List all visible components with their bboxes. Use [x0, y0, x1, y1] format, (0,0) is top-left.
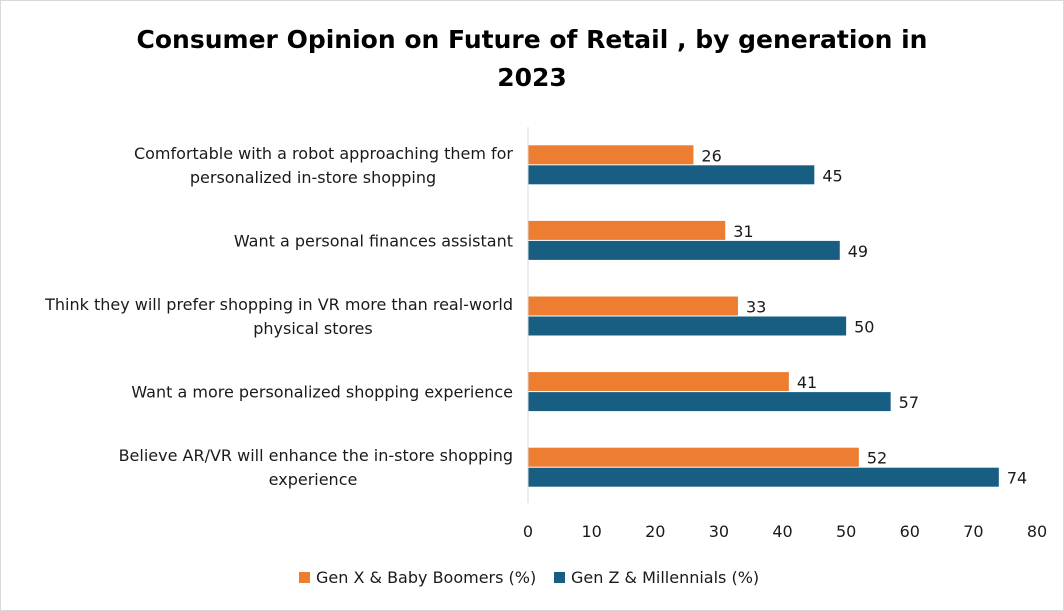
category-label-2-line-1: physical stores — [253, 319, 372, 338]
legend-swatch-1 — [554, 572, 565, 583]
bar-series0-cat2 — [528, 296, 738, 316]
data-label-series1-cat3: 57 — [899, 393, 919, 412]
x-tick-label-7: 70 — [963, 522, 983, 541]
legend-label-1: Gen Z & Millennials (%) — [571, 568, 759, 587]
data-label-series1-cat1: 49 — [848, 242, 868, 261]
category-labels: Comfortable with a robot approaching the… — [44, 144, 513, 489]
data-label-series0-cat0: 26 — [701, 146, 721, 165]
x-tick-label-6: 60 — [900, 522, 920, 541]
data-label-series0-cat4: 52 — [867, 449, 887, 468]
legend-label-0: Gen X & Baby Boomers (%) — [316, 568, 536, 587]
category-label-2-line-0: Think they will prefer shopping in VR mo… — [44, 295, 513, 314]
bar-series1-cat0 — [528, 165, 815, 185]
category-label-0-line-1: personalized in-store shopping — [190, 168, 436, 187]
x-tick-label-1: 10 — [581, 522, 601, 541]
data-label-series0-cat1: 31 — [733, 222, 753, 241]
chart-title-line-1: 2023 — [497, 63, 567, 92]
data-label-series1-cat2: 50 — [854, 318, 874, 337]
data-label-series0-cat3: 41 — [797, 373, 817, 392]
bar-series1-cat2 — [528, 316, 847, 336]
bar-series0-cat1 — [528, 220, 726, 240]
data-label-series0-cat2: 33 — [746, 298, 766, 317]
category-label-1-line-0: Want a personal finances assistant — [234, 231, 513, 250]
x-tick-label-5: 50 — [836, 522, 856, 541]
bar-series1-cat1 — [528, 240, 840, 260]
bars — [528, 145, 999, 487]
x-tick-label-8: 80 — [1027, 522, 1047, 541]
chart-title-line-0: Consumer Opinion on Future of Retail , b… — [137, 25, 928, 54]
bar-series0-cat0 — [528, 145, 694, 165]
legend-swatch-0 — [299, 572, 310, 583]
category-label-4-line-1: experience — [269, 470, 358, 489]
x-tick-label-0: 0 — [523, 522, 533, 541]
chart-title: Consumer Opinion on Future of Retail , b… — [137, 25, 928, 92]
x-tick-label-4: 40 — [772, 522, 792, 541]
x-axis-ticks: 0 10 20 30 40 50 60 70 80 — [523, 522, 1047, 541]
bar-series0-cat4 — [528, 447, 859, 467]
data-label-series1-cat4: 74 — [1007, 469, 1027, 488]
legend: Gen X & Baby Boomers (%) Gen Z & Millenni… — [299, 568, 759, 587]
x-tick-label-3: 30 — [709, 522, 729, 541]
bar-series1-cat3 — [528, 392, 891, 412]
bar-series1-cat4 — [528, 467, 999, 487]
data-label-series1-cat0: 45 — [822, 166, 842, 185]
x-tick-label-2: 20 — [645, 522, 665, 541]
bar-series0-cat3 — [528, 372, 789, 392]
category-label-3-line-0: Want a more personalized shopping experi… — [131, 383, 513, 402]
data-labels: 26 31 33 41 52 45 49 50 57 74 — [701, 146, 1027, 487]
category-label-0-line-0: Comfortable with a robot approaching the… — [134, 144, 513, 163]
category-label-4-line-0: Believe AR/VR will enhance the in-store … — [119, 446, 513, 465]
